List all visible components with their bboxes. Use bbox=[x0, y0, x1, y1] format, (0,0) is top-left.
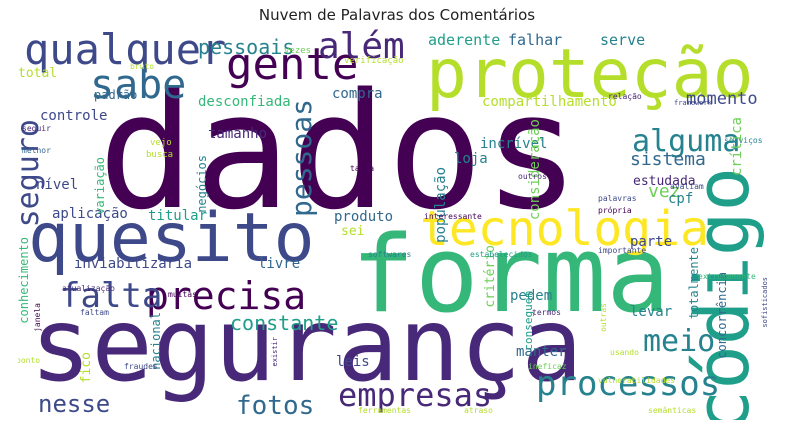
word-35: crítica bbox=[729, 117, 745, 177]
word-34: incrível bbox=[480, 136, 548, 152]
word-20: fotos bbox=[236, 391, 315, 420]
word-18: meio bbox=[643, 324, 716, 359]
word-68: framework bbox=[674, 99, 712, 107]
word-39: consideração bbox=[527, 119, 543, 221]
word-8: qualquer bbox=[24, 27, 227, 74]
word-66: verificação bbox=[344, 56, 404, 66]
word-92: ineficaz bbox=[528, 362, 567, 371]
word-82: importante bbox=[598, 246, 647, 255]
word-67: relação bbox=[608, 92, 642, 101]
word-31: compra bbox=[332, 86, 383, 102]
word-81: estabelecidos bbox=[470, 250, 533, 259]
word-24: sistema bbox=[630, 149, 706, 170]
word-1: segurança bbox=[30, 286, 583, 405]
word-69: seguir bbox=[22, 124, 51, 133]
word-21: constante bbox=[230, 311, 339, 335]
word-75: serviços bbox=[724, 136, 763, 145]
word-85: atualização bbox=[62, 284, 115, 293]
word-88: janela bbox=[33, 303, 42, 332]
word-55: total bbox=[18, 66, 58, 81]
word-59: concorrência bbox=[715, 272, 729, 359]
word-61: fico bbox=[79, 352, 94, 384]
word-86: faltam bbox=[80, 308, 109, 317]
word-27: falhar bbox=[508, 31, 563, 49]
word-7: gente bbox=[226, 39, 359, 90]
word-89: termos bbox=[532, 308, 561, 317]
word-87: muitas bbox=[168, 290, 197, 299]
word-99: semânticas bbox=[648, 406, 697, 415]
word-91: usando bbox=[610, 348, 639, 357]
word-45: livre bbox=[258, 256, 301, 272]
word-40: população bbox=[433, 167, 449, 243]
word-79: interessante bbox=[424, 212, 482, 221]
word-49: manter bbox=[516, 344, 567, 360]
word-19: nesse bbox=[38, 390, 111, 418]
word-72: busca bbox=[146, 150, 174, 160]
word-77: palavras bbox=[598, 194, 637, 203]
word-28: serve bbox=[600, 31, 646, 49]
word-12: processos bbox=[536, 364, 721, 404]
word-6: tecnologia bbox=[420, 201, 709, 257]
word-93: existir bbox=[271, 337, 279, 367]
word-41: aplicação bbox=[52, 206, 128, 222]
word-23: momento bbox=[686, 89, 758, 109]
word-13: empresas bbox=[338, 376, 493, 414]
word-3: proteção bbox=[426, 35, 754, 114]
word-70: melhor bbox=[22, 146, 51, 155]
word-83: extremamente bbox=[698, 272, 756, 281]
word-63: conseguem bbox=[522, 291, 535, 351]
word-16: pessoas bbox=[285, 99, 318, 218]
word-17: seguro bbox=[18, 119, 46, 228]
word-15: alguma bbox=[632, 124, 741, 159]
word-73: tanta bbox=[350, 164, 375, 173]
word-95: fraudes bbox=[124, 362, 158, 371]
word-94: ponto bbox=[18, 356, 41, 365]
word-22: pessoais bbox=[198, 35, 295, 59]
word-60: conhecimento bbox=[18, 237, 31, 324]
word-80: softwares bbox=[368, 250, 412, 259]
word-0: dados bbox=[98, 58, 580, 245]
word-43: produto bbox=[334, 209, 394, 225]
word-51: nível bbox=[36, 177, 79, 193]
chart-title: Nuvem de Palavras dos Comentários bbox=[258, 6, 536, 24]
word-96: vulnerabilidades bbox=[598, 376, 676, 385]
word-38: loja bbox=[454, 151, 488, 167]
word-30: desconfiada bbox=[198, 94, 291, 110]
word-90: outras bbox=[599, 303, 608, 332]
word-42: titular bbox=[148, 208, 208, 224]
word-36: estudada bbox=[633, 174, 696, 189]
word-74: outros bbox=[518, 172, 547, 181]
word-48: levar bbox=[630, 304, 673, 320]
word-cloud: dados segurança forma proteção quesito código… bbox=[18, 27, 793, 420]
word-97: ferramentas bbox=[358, 406, 411, 415]
word-84: sofisticados bbox=[761, 277, 769, 328]
word-26: aderente bbox=[428, 31, 501, 49]
word-65: bruto bbox=[130, 62, 155, 71]
word-10: além bbox=[318, 27, 405, 67]
word-98: atraso bbox=[464, 406, 493, 415]
word-29: compartilhamento bbox=[482, 94, 617, 110]
word-2: forma bbox=[351, 213, 671, 336]
word-50: leis bbox=[336, 354, 370, 370]
word-9: sabe bbox=[90, 62, 187, 108]
word-71: vejo bbox=[150, 138, 172, 148]
word-4: quesito bbox=[28, 199, 315, 278]
word-33: tamanho bbox=[208, 126, 268, 142]
word-54: padrão bbox=[94, 88, 138, 102]
word-58: totalmente bbox=[687, 247, 701, 320]
word-44: inviabilizaria bbox=[74, 256, 193, 272]
word-14: falta bbox=[60, 276, 163, 316]
word-25: vez bbox=[648, 181, 681, 202]
word-76: avaliam bbox=[670, 182, 704, 191]
word-37: cpf bbox=[668, 191, 694, 207]
word-47: pedem bbox=[510, 288, 553, 304]
word-52: variação bbox=[93, 157, 107, 215]
word-32: controle bbox=[40, 108, 108, 124]
word-78: própria bbox=[598, 206, 632, 215]
word-46: parte bbox=[630, 234, 673, 250]
word-53: negócios bbox=[195, 155, 209, 213]
word-56: sei bbox=[341, 224, 365, 239]
word-11: precisa bbox=[146, 274, 307, 318]
word-64: vezes bbox=[284, 46, 312, 56]
